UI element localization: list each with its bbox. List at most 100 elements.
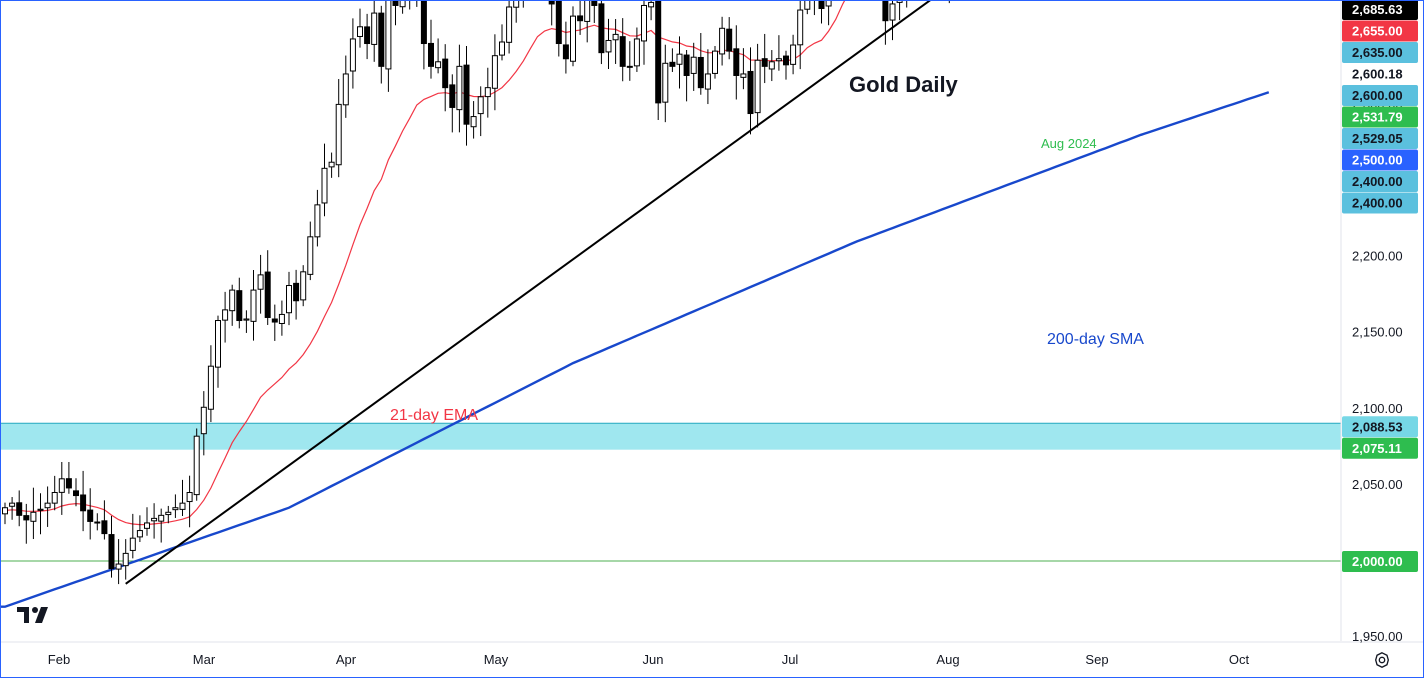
candle[interactable] (704, 49, 711, 105)
candle[interactable] (328, 152, 335, 178)
candle[interactable] (87, 488, 94, 540)
candle[interactable] (108, 515, 115, 578)
candle[interactable] (662, 44, 669, 123)
candle[interactable] (570, 6, 576, 67)
candle[interactable] (790, 34, 797, 75)
candle[interactable] (23, 503, 30, 544)
candle[interactable] (797, 1, 804, 70)
candle[interactable] (264, 250, 271, 325)
candle[interactable] (151, 503, 158, 539)
candle[interactable] (775, 35, 782, 71)
candle[interactable] (463, 46, 470, 146)
candle[interactable] (428, 19, 434, 79)
candle[interactable] (378, 5, 385, 84)
candle[interactable] (58, 461, 65, 515)
candle[interactable] (655, 1, 662, 121)
candle[interactable] (818, 1, 825, 24)
candle[interactable] (165, 505, 172, 524)
candle[interactable] (193, 428, 200, 501)
candle[interactable] (222, 291, 229, 343)
candle[interactable] (598, 1, 605, 65)
candle[interactable] (882, 1, 889, 45)
candle[interactable] (562, 21, 569, 74)
candle[interactable] (286, 271, 292, 326)
candle[interactable] (513, 1, 520, 23)
settings-gear-icon[interactable] (1373, 651, 1391, 669)
candle[interactable] (768, 50, 775, 82)
candle[interactable] (449, 74, 456, 133)
candle[interactable] (335, 79, 342, 178)
candle[interactable] (186, 475, 193, 528)
candle[interactable] (477, 86, 484, 137)
candle[interactable] (825, 1, 832, 26)
candle[interactable] (648, 1, 655, 21)
candle[interactable] (207, 345, 214, 423)
candle[interactable] (754, 43, 761, 128)
candle[interactable] (605, 18, 612, 69)
candle[interactable] (179, 479, 186, 517)
candle[interactable] (80, 470, 87, 532)
candle[interactable] (889, 1, 896, 41)
candle[interactable] (712, 46, 718, 79)
candle[interactable] (499, 24, 505, 61)
candle[interactable] (307, 221, 314, 281)
candle[interactable] (506, 1, 513, 54)
candles-layer[interactable] (2, 1, 1251, 585)
candle[interactable] (521, 1, 526, 8)
candle[interactable] (129, 513, 136, 559)
candle[interactable] (300, 265, 307, 307)
candle[interactable] (761, 33, 768, 84)
candle[interactable] (555, 1, 562, 57)
candle[interactable] (697, 32, 704, 95)
candle[interactable] (314, 189, 321, 247)
candle[interactable] (16, 490, 23, 527)
candle[interactable] (619, 18, 626, 82)
candle[interactable] (136, 515, 143, 543)
candle[interactable] (420, 1, 427, 70)
candle[interactable] (271, 304, 278, 341)
candle[interactable] (435, 38, 442, 74)
candle[interactable] (626, 41, 633, 81)
candle[interactable] (414, 1, 419, 7)
candle[interactable] (9, 497, 16, 520)
candle[interactable] (250, 270, 257, 341)
candle[interactable] (548, 1, 555, 26)
candle[interactable] (349, 18, 356, 89)
candle[interactable] (947, 1, 952, 4)
time-axis[interactable]: Feb Mar Apr May Jun Jul Aug Sep Oct (48, 652, 1250, 667)
candle[interactable] (2, 502, 8, 525)
candle[interactable] (371, 1, 378, 62)
candle[interactable] (243, 310, 250, 333)
candle[interactable] (236, 277, 243, 329)
candle[interactable] (407, 1, 412, 10)
candle[interactable] (73, 478, 79, 507)
candle[interactable] (321, 143, 328, 217)
candle[interactable] (37, 493, 44, 535)
candle[interactable] (904, 1, 909, 8)
candle[interactable] (278, 300, 285, 336)
candle[interactable] (456, 44, 463, 133)
candle[interactable] (740, 48, 747, 90)
candle[interactable] (101, 500, 108, 540)
candle[interactable] (65, 462, 72, 494)
ema21-line[interactable] (4, 1, 1248, 526)
candle[interactable] (200, 391, 207, 456)
candle[interactable] (257, 254, 264, 314)
candle[interactable] (584, 1, 591, 43)
candle[interactable] (484, 67, 491, 118)
candle[interactable] (633, 27, 640, 72)
candle[interactable] (158, 508, 165, 543)
candle[interactable] (115, 539, 122, 585)
candle[interactable] (144, 507, 150, 536)
candle[interactable] (690, 42, 697, 91)
candle[interactable] (364, 13, 371, 60)
candle[interactable] (641, 1, 647, 65)
candle[interactable] (804, 1, 811, 15)
candle[interactable] (612, 19, 619, 64)
candle[interactable] (591, 1, 598, 23)
candle[interactable] (357, 8, 363, 48)
candle[interactable] (491, 34, 498, 111)
candle[interactable] (399, 1, 406, 14)
candle[interactable] (719, 16, 726, 66)
